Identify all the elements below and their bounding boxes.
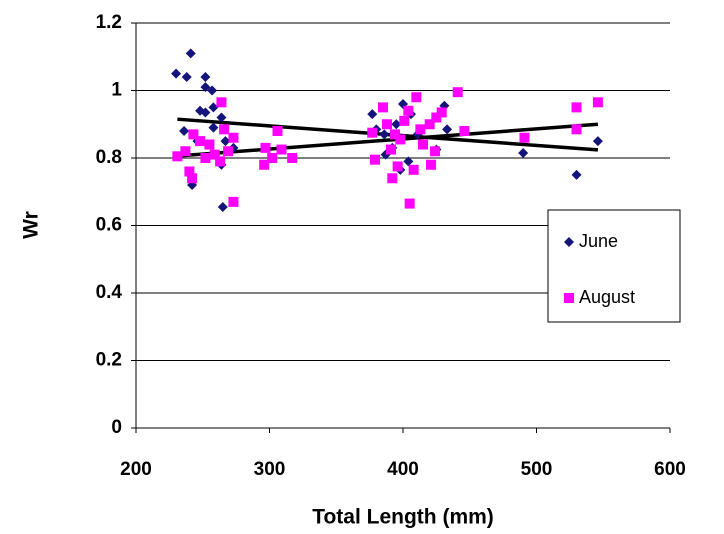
point: [592, 136, 603, 147]
legend-box: [547, 209, 681, 323]
point: [571, 169, 582, 180]
point: [200, 153, 211, 163]
point: [200, 72, 211, 82]
legend-label: August: [579, 287, 635, 307]
point: [172, 151, 183, 162]
legend-label: June: [579, 231, 618, 251]
point: [223, 146, 234, 157]
point: [219, 124, 230, 135]
x-tick-label: 200: [120, 459, 152, 480]
point: [430, 146, 441, 157]
point: [367, 109, 378, 120]
points: [171, 48, 603, 212]
legend-marker: [564, 237, 574, 247]
y-tick-label: 0.8: [96, 147, 122, 168]
point: [518, 147, 529, 158]
point: [395, 134, 406, 145]
point: [184, 166, 195, 177]
y-tick-label: 1.2: [96, 12, 122, 33]
point: [403, 156, 414, 167]
point: [369, 154, 380, 165]
x-tick-label: 300: [254, 459, 286, 480]
point: [217, 201, 228, 212]
point: [408, 164, 419, 175]
point: [377, 102, 388, 113]
y-tick-label: 0.2: [96, 350, 122, 371]
x-tick-label: 400: [387, 459, 419, 480]
point: [381, 119, 392, 130]
point: [287, 153, 298, 163]
point: [431, 112, 442, 123]
point: [208, 122, 219, 133]
point: [220, 136, 231, 147]
point: [185, 48, 196, 59]
point: [592, 97, 603, 108]
y-tick-label: 0: [111, 417, 122, 438]
point: [392, 161, 403, 172]
y-tick-label: 1: [111, 80, 122, 101]
point: [459, 126, 470, 136]
point: [207, 85, 218, 96]
trend-line: [177, 122, 599, 158]
point: [571, 102, 582, 113]
y-axis-title: Wr: [20, 211, 43, 239]
y-tick-label: 0.6: [96, 215, 122, 236]
point: [181, 72, 192, 82]
point: [379, 129, 390, 140]
point: [385, 144, 396, 155]
point: [171, 68, 182, 79]
point: [272, 126, 283, 136]
point: [188, 129, 199, 140]
point: [571, 124, 582, 135]
x-tick-label: 600: [654, 459, 686, 480]
point: [187, 173, 198, 184]
point: [228, 196, 239, 207]
point: [179, 126, 190, 136]
y-tick-label: 0.4: [96, 282, 123, 303]
point: [208, 102, 219, 113]
point: [367, 127, 378, 138]
point: [259, 159, 270, 170]
point: [216, 112, 227, 123]
point: [228, 132, 239, 143]
point: [391, 119, 402, 130]
point: [387, 173, 398, 184]
point: [404, 198, 415, 209]
point: [436, 107, 447, 118]
point: [411, 92, 422, 103]
ticks: 0 0.2 0.4 0.6 0.8 1 1.2 200 300 400 500 600: [96, 12, 686, 480]
point: [200, 82, 211, 93]
point: [415, 124, 426, 135]
point: [276, 144, 287, 155]
point: [209, 149, 220, 160]
point: [267, 153, 278, 163]
legend-marker: [564, 293, 574, 303]
legend: June August: [564, 231, 635, 307]
point: [399, 115, 410, 126]
point: [204, 139, 215, 150]
point: [519, 132, 530, 143]
point: [389, 129, 400, 140]
x-axis-title: Total Length (mm): [312, 506, 494, 529]
point: [424, 119, 435, 130]
point: [200, 107, 211, 118]
point: [216, 97, 227, 108]
point: [418, 139, 429, 150]
point: [260, 142, 271, 153]
x-tick-label: 500: [521, 459, 553, 480]
point: [426, 159, 437, 170]
point: [442, 124, 453, 135]
point: [403, 105, 414, 116]
point: [452, 87, 463, 98]
point: [195, 136, 206, 147]
point: [180, 146, 191, 157]
point: [215, 156, 226, 167]
